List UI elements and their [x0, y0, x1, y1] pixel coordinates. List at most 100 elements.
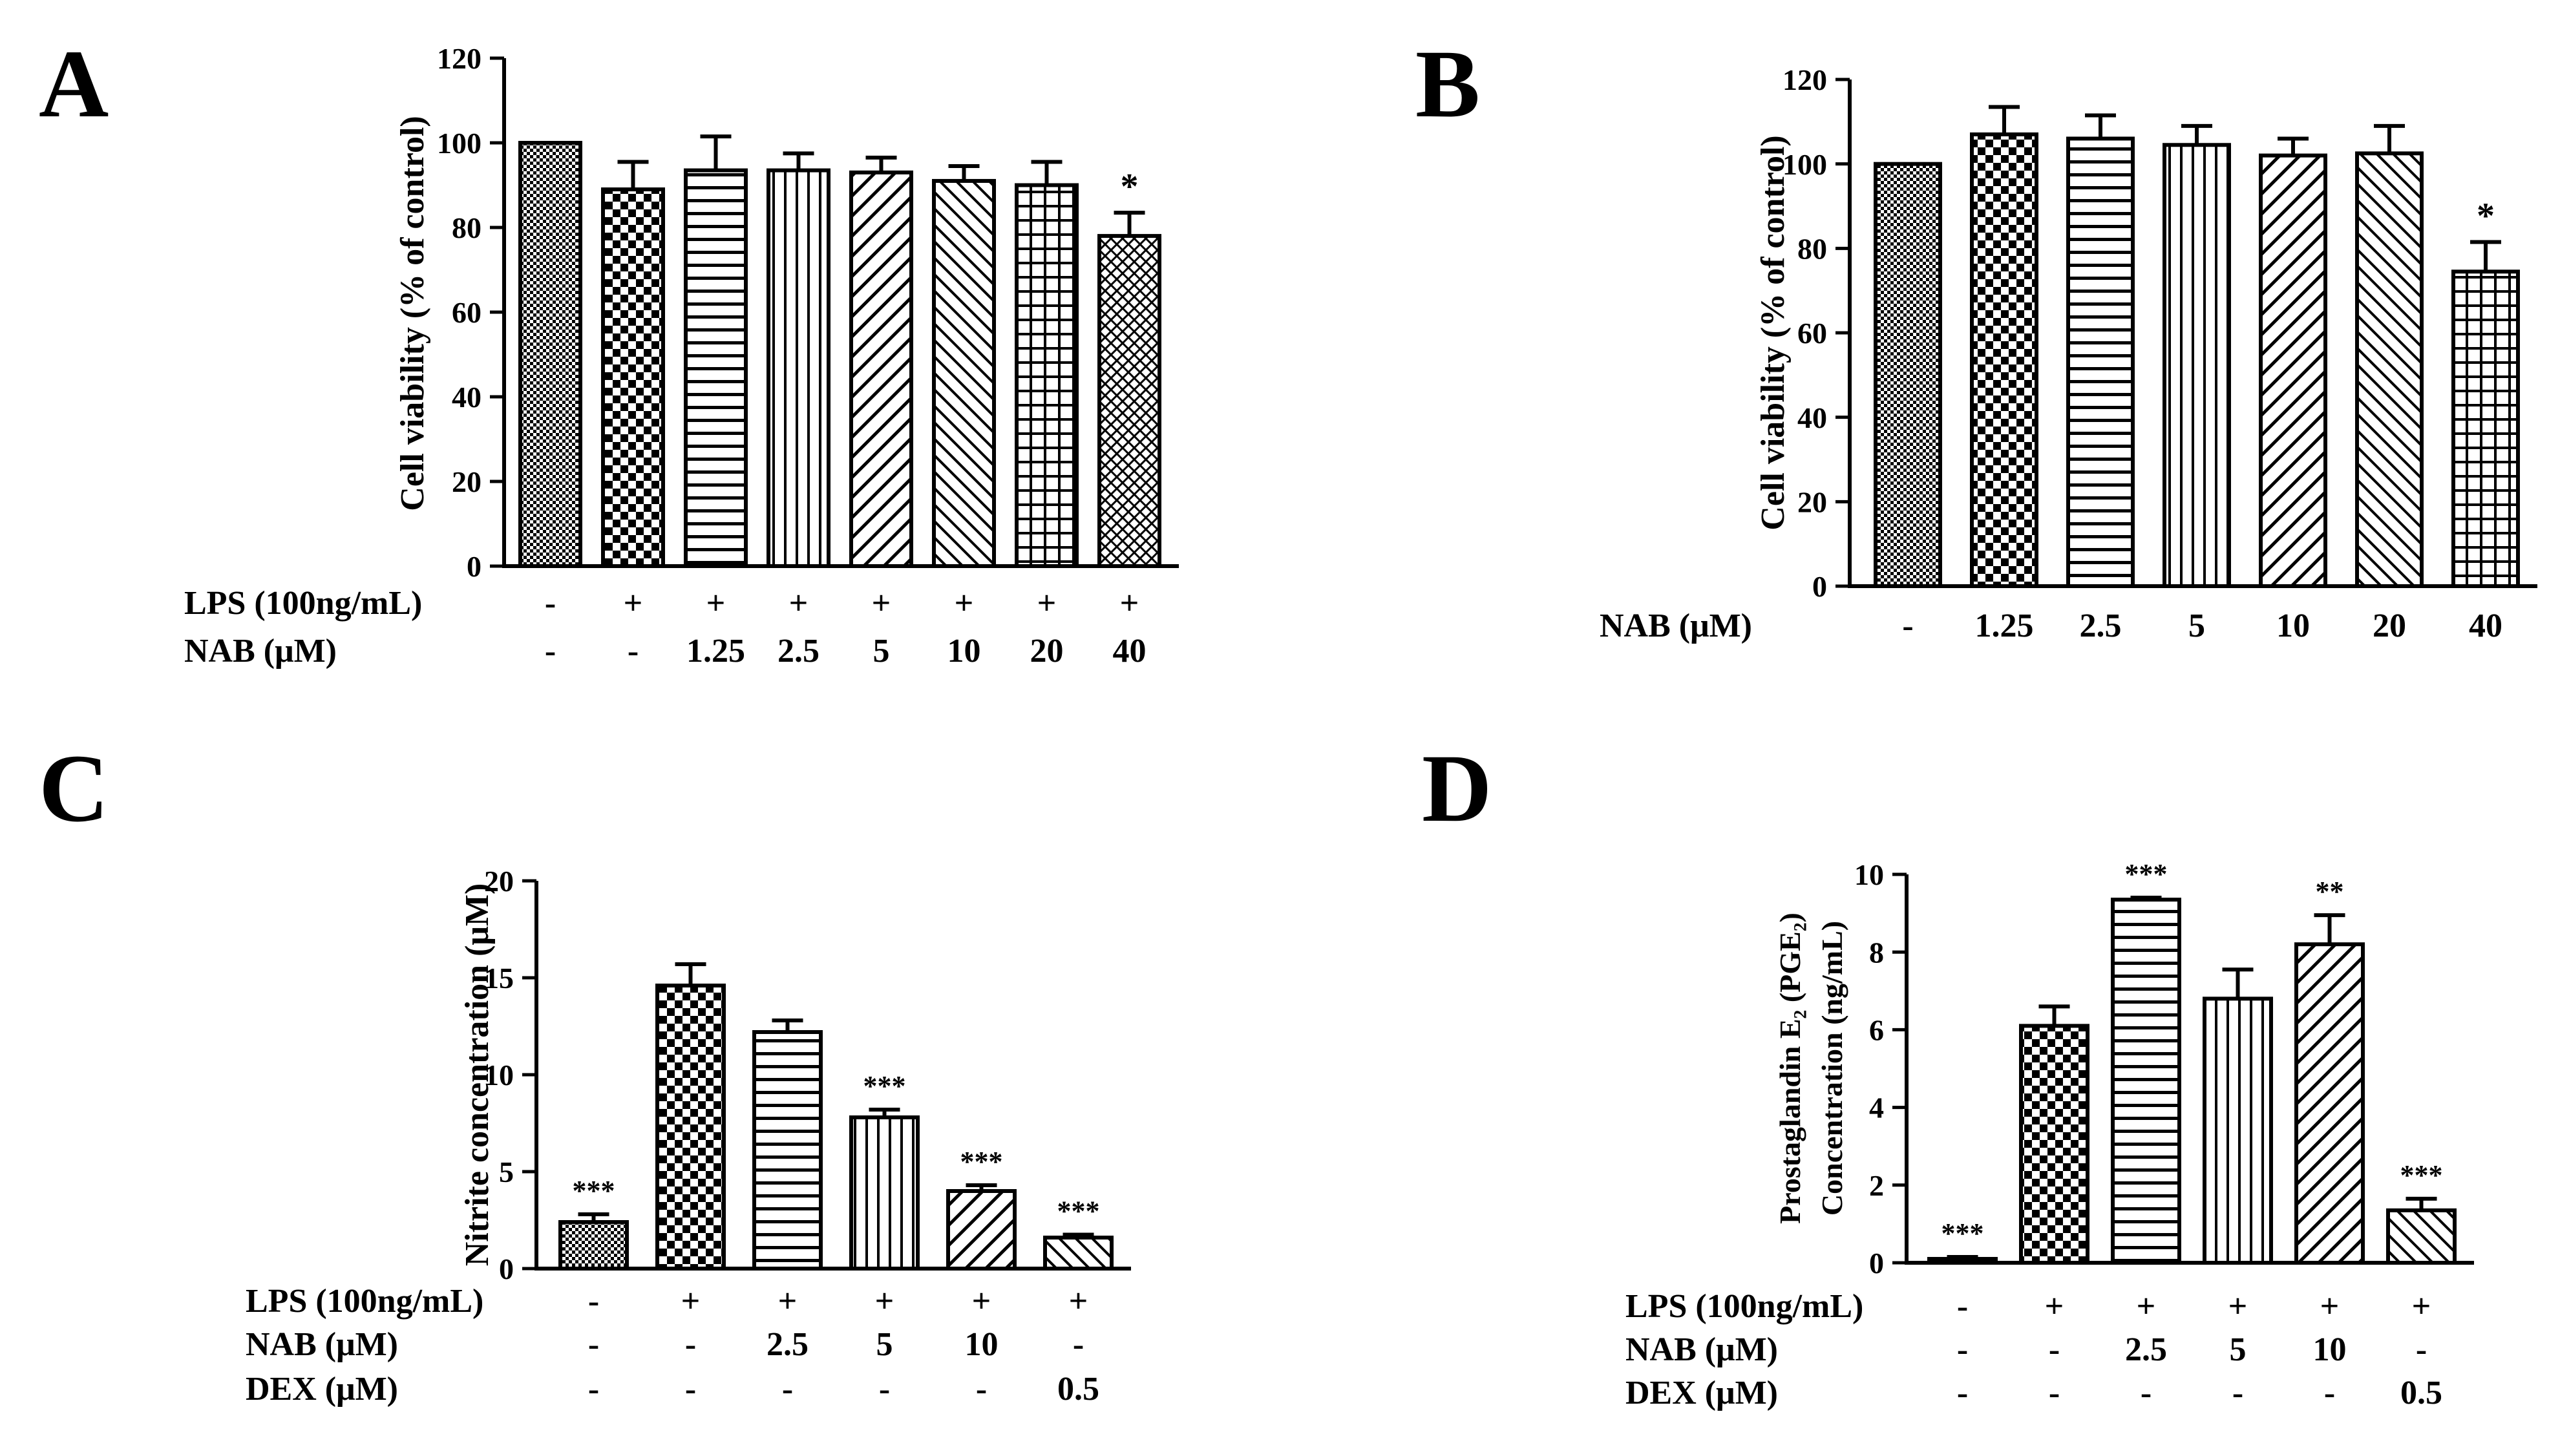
y-tick-label: 80: [452, 211, 481, 244]
significance-mark: ***: [863, 1070, 906, 1102]
bar: [2163, 143, 2231, 588]
bar: [752, 1030, 823, 1271]
bar: [946, 1189, 1017, 1271]
significance-mark: *: [1121, 167, 1139, 207]
treatment-cell: +: [778, 1283, 798, 1320]
treatment-cell: +: [872, 585, 891, 622]
treatment-row-label: NAB (μM): [1600, 607, 1752, 644]
y-tick-label: 40: [1797, 401, 1827, 434]
treatment-cell: 20: [1030, 633, 1064, 670]
panel-b-chart: 0 20 40 60 80 100 120 Cell viability (% of cont…: [1600, 63, 2537, 644]
bar: [558, 1220, 629, 1271]
y-tick-label: 120: [1782, 63, 1827, 96]
treatment-cell: +: [955, 585, 974, 622]
treatment-cell: -: [1957, 1375, 1968, 1411]
panel-d-chart: 0 2 4 6 8 10 Prostaglandin E₂ (PGE₂) Concentrat…: [1625, 858, 2474, 1411]
bar: [2386, 1208, 2457, 1265]
y-tick-label: 60: [452, 296, 481, 329]
bar: [2066, 136, 2135, 588]
treatment-cell: 10: [2276, 607, 2310, 644]
y-tick-label: 0: [467, 550, 481, 583]
treatment-row-label: NAB (μM): [246, 1326, 398, 1363]
treatment-cell: +: [1037, 585, 1057, 622]
treatment-cell: 20: [2373, 607, 2406, 644]
treatment-cell: -: [1073, 1326, 1084, 1363]
panel-label-d: D: [1422, 735, 1492, 842]
panel-a-chart: 0 20 40 60 80 100 120 Cell viability (% of cont…: [184, 42, 1179, 670]
y-tick-label: 20: [1797, 485, 1827, 518]
y-tick-label: 20: [484, 865, 514, 898]
bar: [2019, 1024, 2089, 1265]
treatment-cell: 1.25: [1975, 607, 2034, 644]
treatment-cell: +: [2228, 1288, 2248, 1325]
treatment-cell: -: [2141, 1375, 2152, 1411]
y-tick-label: 8: [1869, 936, 1884, 969]
y-tick-label: 0: [1812, 570, 1827, 603]
y-axis-label: Cell viability (% of control): [1755, 135, 1792, 530]
treatment-cell: -: [1957, 1288, 1968, 1325]
bar: [1970, 132, 2038, 588]
treatment-cell: -: [685, 1326, 696, 1363]
treatment-cell: 2.5: [777, 633, 820, 670]
bar: [849, 1115, 920, 1271]
panel-label-a: A: [39, 30, 109, 138]
y-tick-label: 6: [1869, 1014, 1884, 1047]
bar: [767, 168, 830, 568]
bar: [2111, 898, 2181, 1265]
treatment-cell: 2.5: [2125, 1331, 2167, 1368]
treatment-row-label: LPS (100ng/mL): [184, 585, 422, 622]
treatment-cell: -: [879, 1371, 890, 1408]
treatment-cell: -: [1902, 607, 1913, 644]
treatment-cell: 0.5: [2400, 1375, 2442, 1411]
treatment-cell: +: [624, 585, 643, 622]
bar: [1874, 162, 1942, 588]
significance-mark: ***: [1057, 1196, 1100, 1227]
y-tick-label: 0: [499, 1252, 514, 1285]
y-tick-label: 4: [1869, 1092, 1884, 1124]
y-tick-label: 40: [452, 381, 481, 414]
treatment-cell: +: [681, 1283, 701, 1320]
treatment-cell: 5: [2230, 1331, 2247, 1368]
treatment-cell: 2.5: [2080, 607, 2122, 644]
significance-mark: *: [2477, 196, 2495, 237]
y-tick-label: 100: [1782, 148, 1827, 181]
treatment-cell: +: [972, 1283, 991, 1320]
significance-mark: ***: [1941, 1218, 1984, 1249]
treatment-cell: -: [588, 1283, 599, 1320]
significance-mark: ***: [2400, 1159, 2443, 1191]
treatment-cell: -: [1957, 1331, 1968, 1368]
bar: [684, 168, 748, 568]
panel-label-c: C: [39, 735, 109, 842]
treatment-cell: +: [2320, 1288, 2340, 1325]
treatment-cell: +: [789, 585, 809, 622]
treatment-cell: 5: [873, 633, 890, 670]
treatment-cell: 2.5: [767, 1326, 809, 1363]
bar: [655, 984, 726, 1271]
y-axis-label: Nitrite concentration (μM): [459, 883, 496, 1267]
treatment-cell: -: [628, 633, 639, 670]
bar: [1097, 234, 1161, 568]
treatment-cell: -: [782, 1371, 793, 1408]
y-tick-label: 80: [1797, 232, 1827, 265]
treatment-cell: -: [588, 1371, 599, 1408]
treatment-cell: +: [1069, 1283, 1088, 1320]
treatment-cell: +: [2137, 1288, 2156, 1325]
bar: [601, 187, 665, 568]
significance-mark: **: [2316, 876, 2344, 907]
bar: [1015, 183, 1079, 568]
treatment-cell: 10: [965, 1326, 999, 1363]
treatment-cell: 10: [947, 633, 981, 670]
treatment-cell: 40: [2469, 607, 2502, 644]
treatment-cell: +: [706, 585, 726, 622]
treatment-cell: 40: [1113, 633, 1147, 670]
treatment-cell: -: [2049, 1375, 2060, 1411]
treatment-cell: 10: [2313, 1331, 2347, 1368]
y-axis-label-line-2: Concentration (ng/mL): [1815, 921, 1848, 1216]
treatment-cell: 0.5: [1057, 1371, 1099, 1408]
treatment-cell: -: [2324, 1375, 2335, 1411]
significance-mark: ***: [960, 1146, 1003, 1177]
treatment-row-label: LPS (100ng/mL): [246, 1283, 483, 1320]
y-tick-label: 15: [484, 962, 514, 995]
